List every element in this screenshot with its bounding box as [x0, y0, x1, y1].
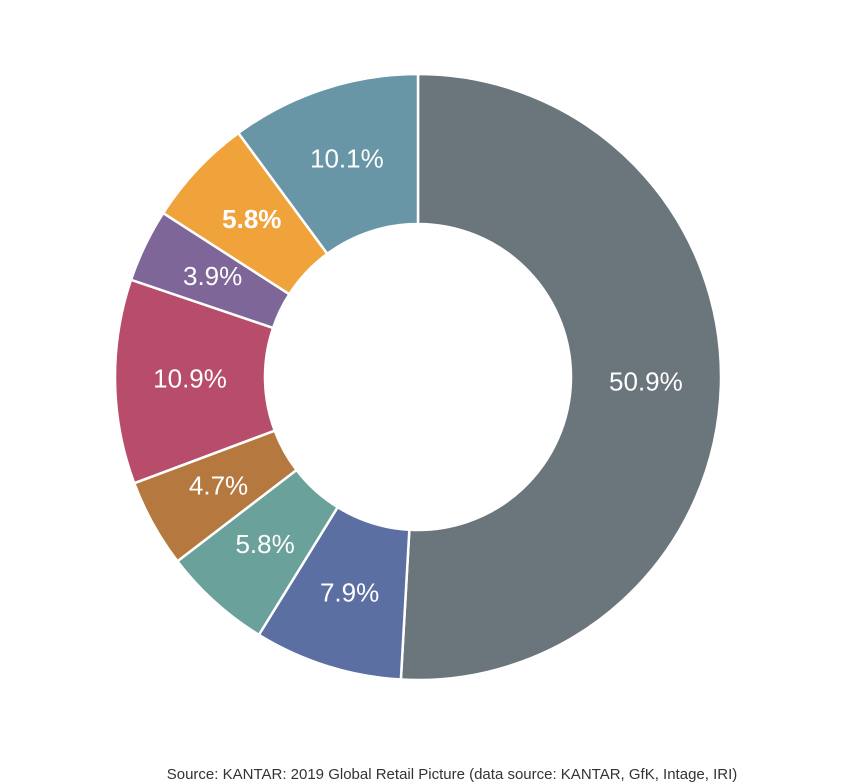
value-label: 10.1%	[310, 143, 384, 173]
value-label: 3.9%	[183, 261, 242, 291]
donut-slice	[236, 72, 420, 256]
value-label: 7.9%	[320, 577, 379, 607]
donut-slice	[399, 72, 723, 682]
value-label: 10.9%	[153, 363, 227, 393]
value-label: 4.7%	[189, 470, 248, 500]
value-label: 5.8%	[235, 529, 294, 559]
value-label: 5.8%	[222, 204, 281, 234]
source-note: Source: KANTAR: 2019 Global Retail Pictu…	[167, 766, 738, 783]
value-label: 50.9%	[609, 366, 683, 396]
